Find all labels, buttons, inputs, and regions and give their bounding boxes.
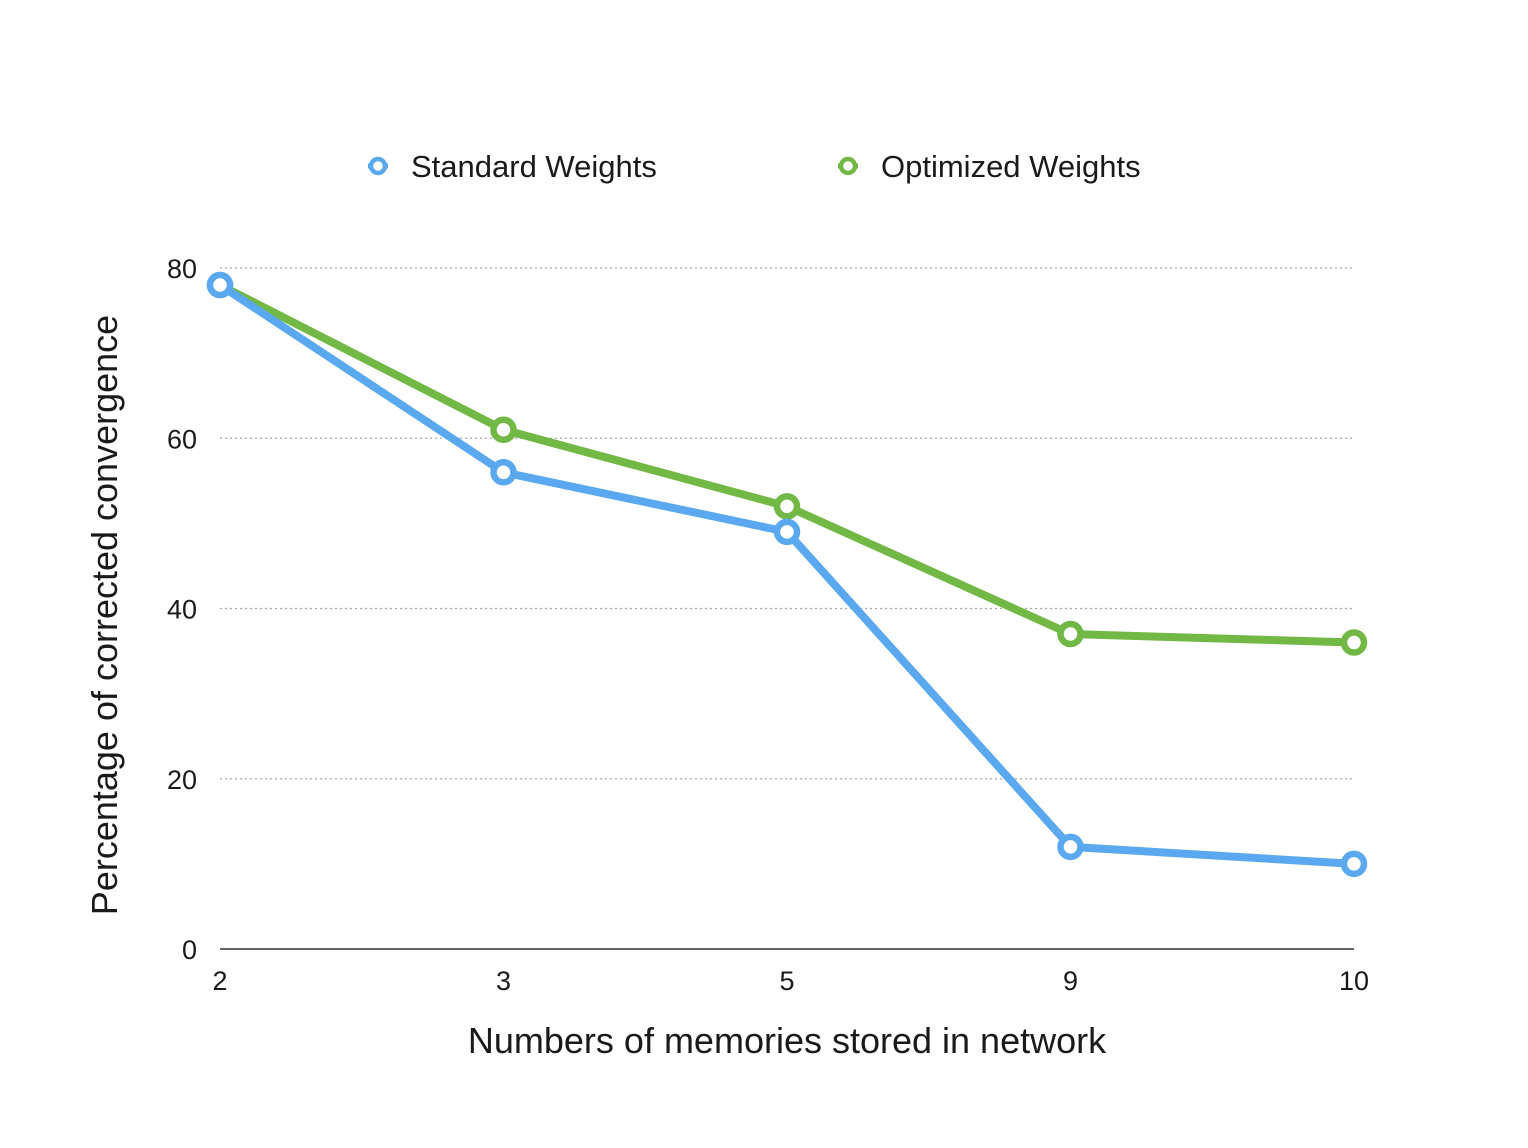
- legend-marker: [368, 156, 388, 176]
- legend-marker: [838, 156, 858, 176]
- data-point: [1340, 850, 1368, 878]
- series-standard-weights: [206, 271, 1368, 878]
- x-tick-label: 3: [496, 966, 511, 996]
- y-axis-ticks: 0 20 40 60 80: [167, 254, 197, 965]
- data-point: [490, 459, 517, 486]
- data-point: [773, 493, 801, 520]
- legend-label: Optimized Weights: [881, 149, 1141, 184]
- series-line: [216, 281, 1358, 647]
- data-point: [773, 518, 801, 546]
- data-point: [1340, 629, 1368, 656]
- y-tick-label: 20: [167, 765, 197, 795]
- x-axis-ticks: 2 3 5 9 10: [212, 966, 1369, 996]
- data-point: [206, 271, 234, 299]
- x-tick-label: 9: [1063, 966, 1078, 996]
- data-point: [1057, 620, 1084, 648]
- y-tick-label: 40: [167, 595, 197, 625]
- gridlines: [220, 267, 1354, 950]
- x-tick-label: 2: [212, 966, 227, 996]
- y-tick-label: 0: [182, 935, 197, 965]
- x-tick-label: 10: [1339, 966, 1369, 996]
- series-optimized-weights: [206, 271, 1368, 656]
- data-point: [490, 416, 517, 443]
- y-tick-label: 80: [167, 254, 197, 284]
- x-tick-label: 5: [779, 966, 794, 996]
- series-layer: [206, 271, 1368, 878]
- legend-item: Standard Weights: [368, 149, 657, 184]
- legend: Standard Weights Optimized Weights: [368, 149, 1141, 184]
- y-axis-title: Percentage of corrected convergence: [84, 315, 125, 915]
- y-tick-label: 60: [167, 424, 197, 454]
- legend-item: Optimized Weights: [838, 149, 1141, 184]
- data-point: [1057, 833, 1084, 861]
- legend-label: Standard Weights: [411, 149, 657, 184]
- x-axis-title: Numbers of memories stored in network: [468, 1020, 1107, 1061]
